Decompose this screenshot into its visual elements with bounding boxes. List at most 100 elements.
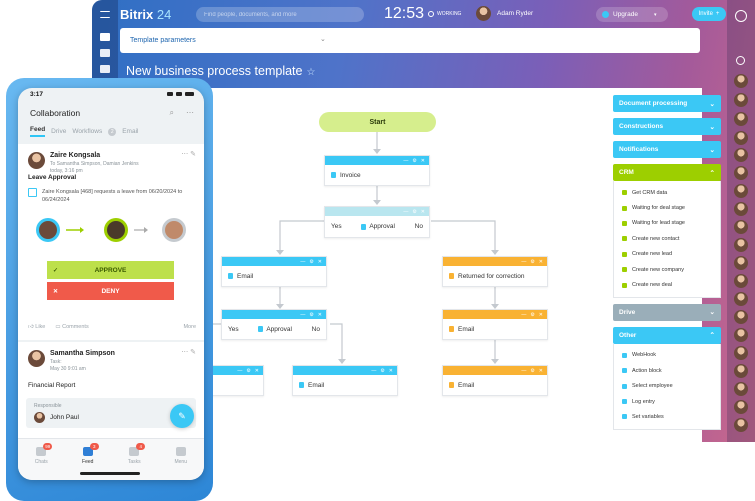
approval-condition-mid[interactable]: — ⚙ ✕ Yes Approval No [221, 309, 327, 340]
avatar[interactable] [734, 310, 748, 324]
minimize-icon[interactable]: — [371, 367, 377, 374]
close-icon[interactable]: ✕ [420, 208, 425, 215]
avatar[interactable] [734, 93, 748, 107]
email-block-bottom-mid[interactable]: — ⚙ ✕ Email [292, 365, 398, 396]
avatar[interactable] [734, 292, 748, 306]
group-document-processing[interactable]: Document processing ⌄ [613, 95, 721, 112]
settings-icon[interactable]: ⚙ [530, 367, 535, 374]
filter-icon[interactable] [100, 49, 110, 57]
avatar[interactable] [734, 202, 748, 216]
avatar[interactable] [734, 274, 748, 288]
avatar[interactable] [734, 148, 748, 162]
tab-workflows[interactable]: Workflows [72, 128, 103, 135]
settings-icon[interactable]: ⚙ [412, 157, 417, 164]
start-node[interactable]: Start [319, 112, 436, 132]
settings-icon[interactable]: ⚙ [412, 208, 417, 215]
close-icon[interactable]: ✕ [317, 258, 322, 265]
deny-button[interactable]: ✕ DENY [47, 282, 174, 300]
logo[interactable]: Bitrix 24 [120, 7, 172, 22]
close-icon[interactable]: ✕ [538, 258, 543, 265]
minimize-icon[interactable]: — [237, 367, 243, 374]
nav-menu[interactable]: Menu [167, 447, 195, 480]
close-icon[interactable]: ✕ [420, 157, 425, 164]
responsible-name[interactable]: John Paul [50, 414, 79, 421]
settings-icon[interactable]: ⚙ [530, 311, 535, 318]
group-other[interactable]: Other ⌃ [613, 326, 721, 344]
list-item[interactable]: Waiting for deal stage [622, 200, 714, 215]
menu-icon[interactable] [100, 11, 110, 18]
minimize-icon[interactable]: — [521, 311, 527, 318]
minimize-icon[interactable]: — [300, 258, 306, 265]
returned-for-correction-block[interactable]: — ⚙ ✕ Returned for correction [442, 256, 548, 287]
settings-icon[interactable]: ⚙ [530, 258, 535, 265]
upgrade-button[interactable]: Upgrade ▾ [596, 7, 668, 22]
minimize-icon[interactable]: — [521, 258, 527, 265]
tab-feed[interactable]: Feed [30, 126, 46, 137]
close-icon[interactable]: ✕ [538, 367, 543, 374]
list-item[interactable]: Create new company [622, 262, 714, 277]
feed-icon[interactable] [100, 33, 110, 41]
email-block-bottom-right[interactable]: — ⚙ ✕ Email [442, 365, 548, 396]
more-icon[interactable]: ⋯ ✎ [181, 151, 196, 158]
avatar[interactable] [734, 184, 748, 198]
avatar[interactable] [734, 166, 748, 180]
close-icon[interactable]: ✕ [317, 311, 322, 318]
avatar[interactable] [734, 328, 748, 342]
avatar[interactable] [734, 112, 748, 126]
nav-chats[interactable]: 99 Chats [27, 443, 55, 480]
avatar[interactable] [734, 238, 748, 252]
tab-email[interactable]: Email [122, 128, 139, 135]
comments-button[interactable]: ▭ Comments [55, 324, 88, 330]
close-icon[interactable]: ✕ [538, 311, 543, 318]
avatar[interactable] [734, 131, 748, 145]
avatar[interactable] [734, 256, 748, 270]
invoice-block[interactable]: — ⚙ ✕ Invoice [324, 155, 430, 186]
working-status[interactable]: WORKING [428, 11, 461, 17]
list-item[interactable]: Action block [622, 363, 714, 378]
template-parameters-dropdown[interactable]: Template parameters ⌄ [120, 28, 700, 53]
close-icon[interactable]: ✕ [254, 367, 259, 374]
avatar[interactable] [734, 400, 748, 414]
group-notifications[interactable]: Notifications ⌄ [613, 141, 721, 158]
invite-button[interactable]: Invite + [692, 7, 726, 21]
approval-condition-top[interactable]: — ⚙ ✕ Yes Approval No [324, 206, 430, 238]
list-item[interactable]: Log entry [622, 394, 714, 409]
settings-icon[interactable]: ⚙ [380, 367, 385, 374]
approve-button[interactable]: ✓ APPROVE [47, 261, 174, 279]
search-icon[interactable]: ⌕ [169, 108, 174, 117]
list-item[interactable]: Create new contact [622, 231, 714, 246]
email-block-left[interactable]: — ⚙ ✕ Email [221, 256, 327, 287]
avatar[interactable] [734, 220, 748, 234]
like-button[interactable]: 👍︎ Like [28, 324, 45, 330]
group-constructions[interactable]: Constructions ⌄ [613, 118, 721, 135]
email-block-right[interactable]: — ⚙ ✕ Email [442, 309, 548, 340]
avatar[interactable] [28, 350, 45, 367]
avatar[interactable] [734, 382, 748, 396]
group-drive[interactable]: Drive ⌄ [613, 303, 721, 321]
minimize-icon[interactable]: — [403, 157, 409, 164]
list-item[interactable]: WebHook [622, 348, 714, 363]
minimize-icon[interactable]: — [403, 208, 409, 215]
list-item[interactable]: Create new deal [622, 277, 714, 292]
list-item[interactable]: Get CRM data [622, 185, 714, 200]
avatar[interactable] [734, 346, 748, 360]
minimize-icon[interactable]: — [521, 367, 527, 374]
post-author[interactable]: Zaire Kongsala [50, 152, 101, 159]
settings-icon[interactable]: ⚙ [246, 367, 251, 374]
nav-feed[interactable]: 3 Feed [74, 443, 102, 480]
nav-tasks[interactable]: 4 Tasks [120, 443, 148, 480]
post-author[interactable]: Samantha Simpson [50, 350, 115, 357]
avatar[interactable] [734, 418, 748, 432]
search-icon[interactable] [736, 56, 745, 65]
tab-drive[interactable]: Drive [51, 128, 67, 135]
grid-icon[interactable] [100, 65, 110, 73]
avatar[interactable] [28, 152, 45, 169]
close-icon[interactable]: ✕ [388, 367, 393, 374]
settings-icon[interactable]: ⚙ [309, 311, 314, 318]
more-link[interactable]: More [183, 324, 196, 330]
more-icon[interactable]: ⋯ ✎ [181, 349, 196, 356]
minimize-icon[interactable]: — [300, 311, 306, 318]
search-input[interactable] [196, 7, 364, 22]
help-icon[interactable] [735, 10, 747, 22]
avatar[interactable] [734, 364, 748, 378]
